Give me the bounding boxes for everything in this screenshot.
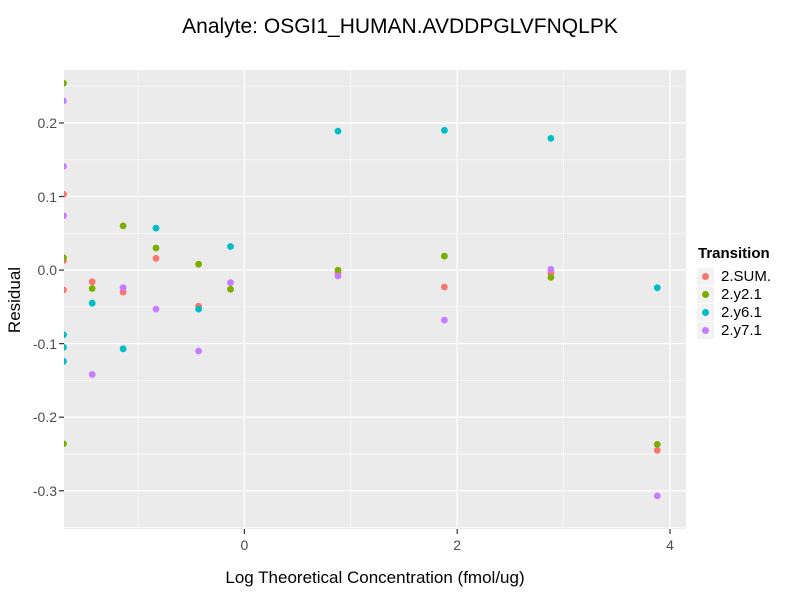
data-point-2.y6.1	[152, 224, 160, 232]
y-tick-label: 0.2	[37, 114, 57, 131]
legend-key	[697, 286, 714, 303]
data-point-2.y6.1	[227, 243, 234, 250]
data-point-2.SUM.	[64, 286, 67, 294]
data-point-2.y2.1	[547, 274, 555, 281]
data-point-2.y6.1	[88, 299, 96, 307]
data-point-2.y2.1	[227, 285, 234, 293]
data-point-2.y2.1	[88, 285, 96, 292]
data-point-2.y6.1	[195, 305, 203, 313]
data-point-2.y6.1	[441, 126, 448, 134]
y-tick-label: -0.3	[32, 482, 57, 499]
data-point-2.y6.1	[547, 135, 555, 142]
data-point-2.y6.1	[653, 284, 661, 292]
y-tick-label: 0.0	[37, 262, 57, 279]
points-layer	[64, 79, 661, 500]
legend-key	[697, 304, 714, 321]
legend-item: 2.y2.1	[691, 286, 797, 303]
legend-label: 2.SUM.	[721, 268, 772, 285]
legend-title: Transition	[698, 245, 770, 262]
data-point-2.y6.1	[119, 345, 127, 353]
y-tick-label: -0.2	[32, 409, 57, 426]
data-point-2.y2.1	[653, 441, 661, 448]
legend-item: 2.y7.1	[691, 322, 797, 339]
legend-items: 2.SUM. 2.y2.1 2.y6.1 2.y7.1	[691, 268, 797, 339]
data-point-2.y7.1	[64, 97, 67, 105]
data-point-2.y2.1	[64, 79, 67, 87]
data-point-2.y7.1	[227, 279, 234, 286]
x-tick-label: 4	[666, 537, 674, 553]
data-point-2.SUM.	[441, 283, 448, 291]
legend-dot-icon	[702, 291, 709, 298]
data-point-2.y7.1	[441, 316, 448, 324]
data-point-2.y7.1	[334, 272, 342, 280]
legend-label: 2.y7.1	[721, 322, 762, 339]
panel-background	[64, 70, 686, 529]
data-point-2.SUM.	[64, 190, 67, 198]
legend: Transition 2.SUM. 2.y2.1 2.y6.1 2.y7.1	[691, 245, 797, 340]
legend-key	[697, 268, 714, 285]
data-point-2.y2.1	[119, 222, 127, 230]
legend-item: 2.y6.1	[691, 304, 797, 321]
legend-dot-icon	[702, 273, 709, 280]
data-point-2.y7.1	[195, 347, 203, 355]
data-point-2.y2.1	[64, 440, 67, 448]
legend-item: 2.SUM.	[691, 268, 797, 285]
x-tick-label: 0	[240, 537, 249, 553]
data-point-2.SUM.	[653, 446, 661, 454]
legend-label: 2.y6.1	[721, 304, 762, 321]
data-point-2.y7.1	[88, 371, 96, 378]
y-axis-title: Residual	[0, 70, 30, 529]
legend-key	[697, 322, 714, 339]
data-point-2.y6.1	[64, 357, 67, 365]
data-point-2.y7.1	[64, 212, 67, 219]
y-tick-label: 0.1	[37, 188, 57, 205]
x-tick-label: 2	[453, 537, 462, 553]
data-point-2.y7.1	[119, 284, 127, 292]
data-point-2.y7.1	[547, 265, 555, 273]
data-point-2.y6.1	[334, 127, 342, 135]
legend-dot-icon	[702, 327, 709, 334]
data-point-2.SUM.	[152, 254, 160, 262]
data-point-2.y2.1	[195, 260, 203, 268]
data-point-2.y7.1	[653, 492, 661, 500]
data-point-2.y2.1	[152, 244, 160, 252]
x-axis-title: Log Theoretical Concentration (fmol/ug)	[225, 568, 525, 587]
data-point-2.y7.1	[152, 305, 160, 313]
legend-dot-icon	[702, 309, 709, 316]
data-point-2.y2.1	[334, 266, 342, 274]
plot-title: Analyte: OSGI1_HUMAN.AVDDPGLVFNQLPK	[182, 15, 618, 38]
data-point-2.y2.1	[441, 252, 448, 260]
data-point-2.SUM.	[88, 278, 96, 286]
data-point-2.y6.1	[64, 343, 67, 351]
data-point-2.y7.1	[64, 163, 67, 170]
y-tick-label: -0.1	[32, 335, 57, 352]
data-point-2.y6.1	[64, 331, 67, 339]
legend-label: 2.y2.1	[721, 286, 762, 303]
data-point-2.y2.1	[64, 254, 67, 261]
